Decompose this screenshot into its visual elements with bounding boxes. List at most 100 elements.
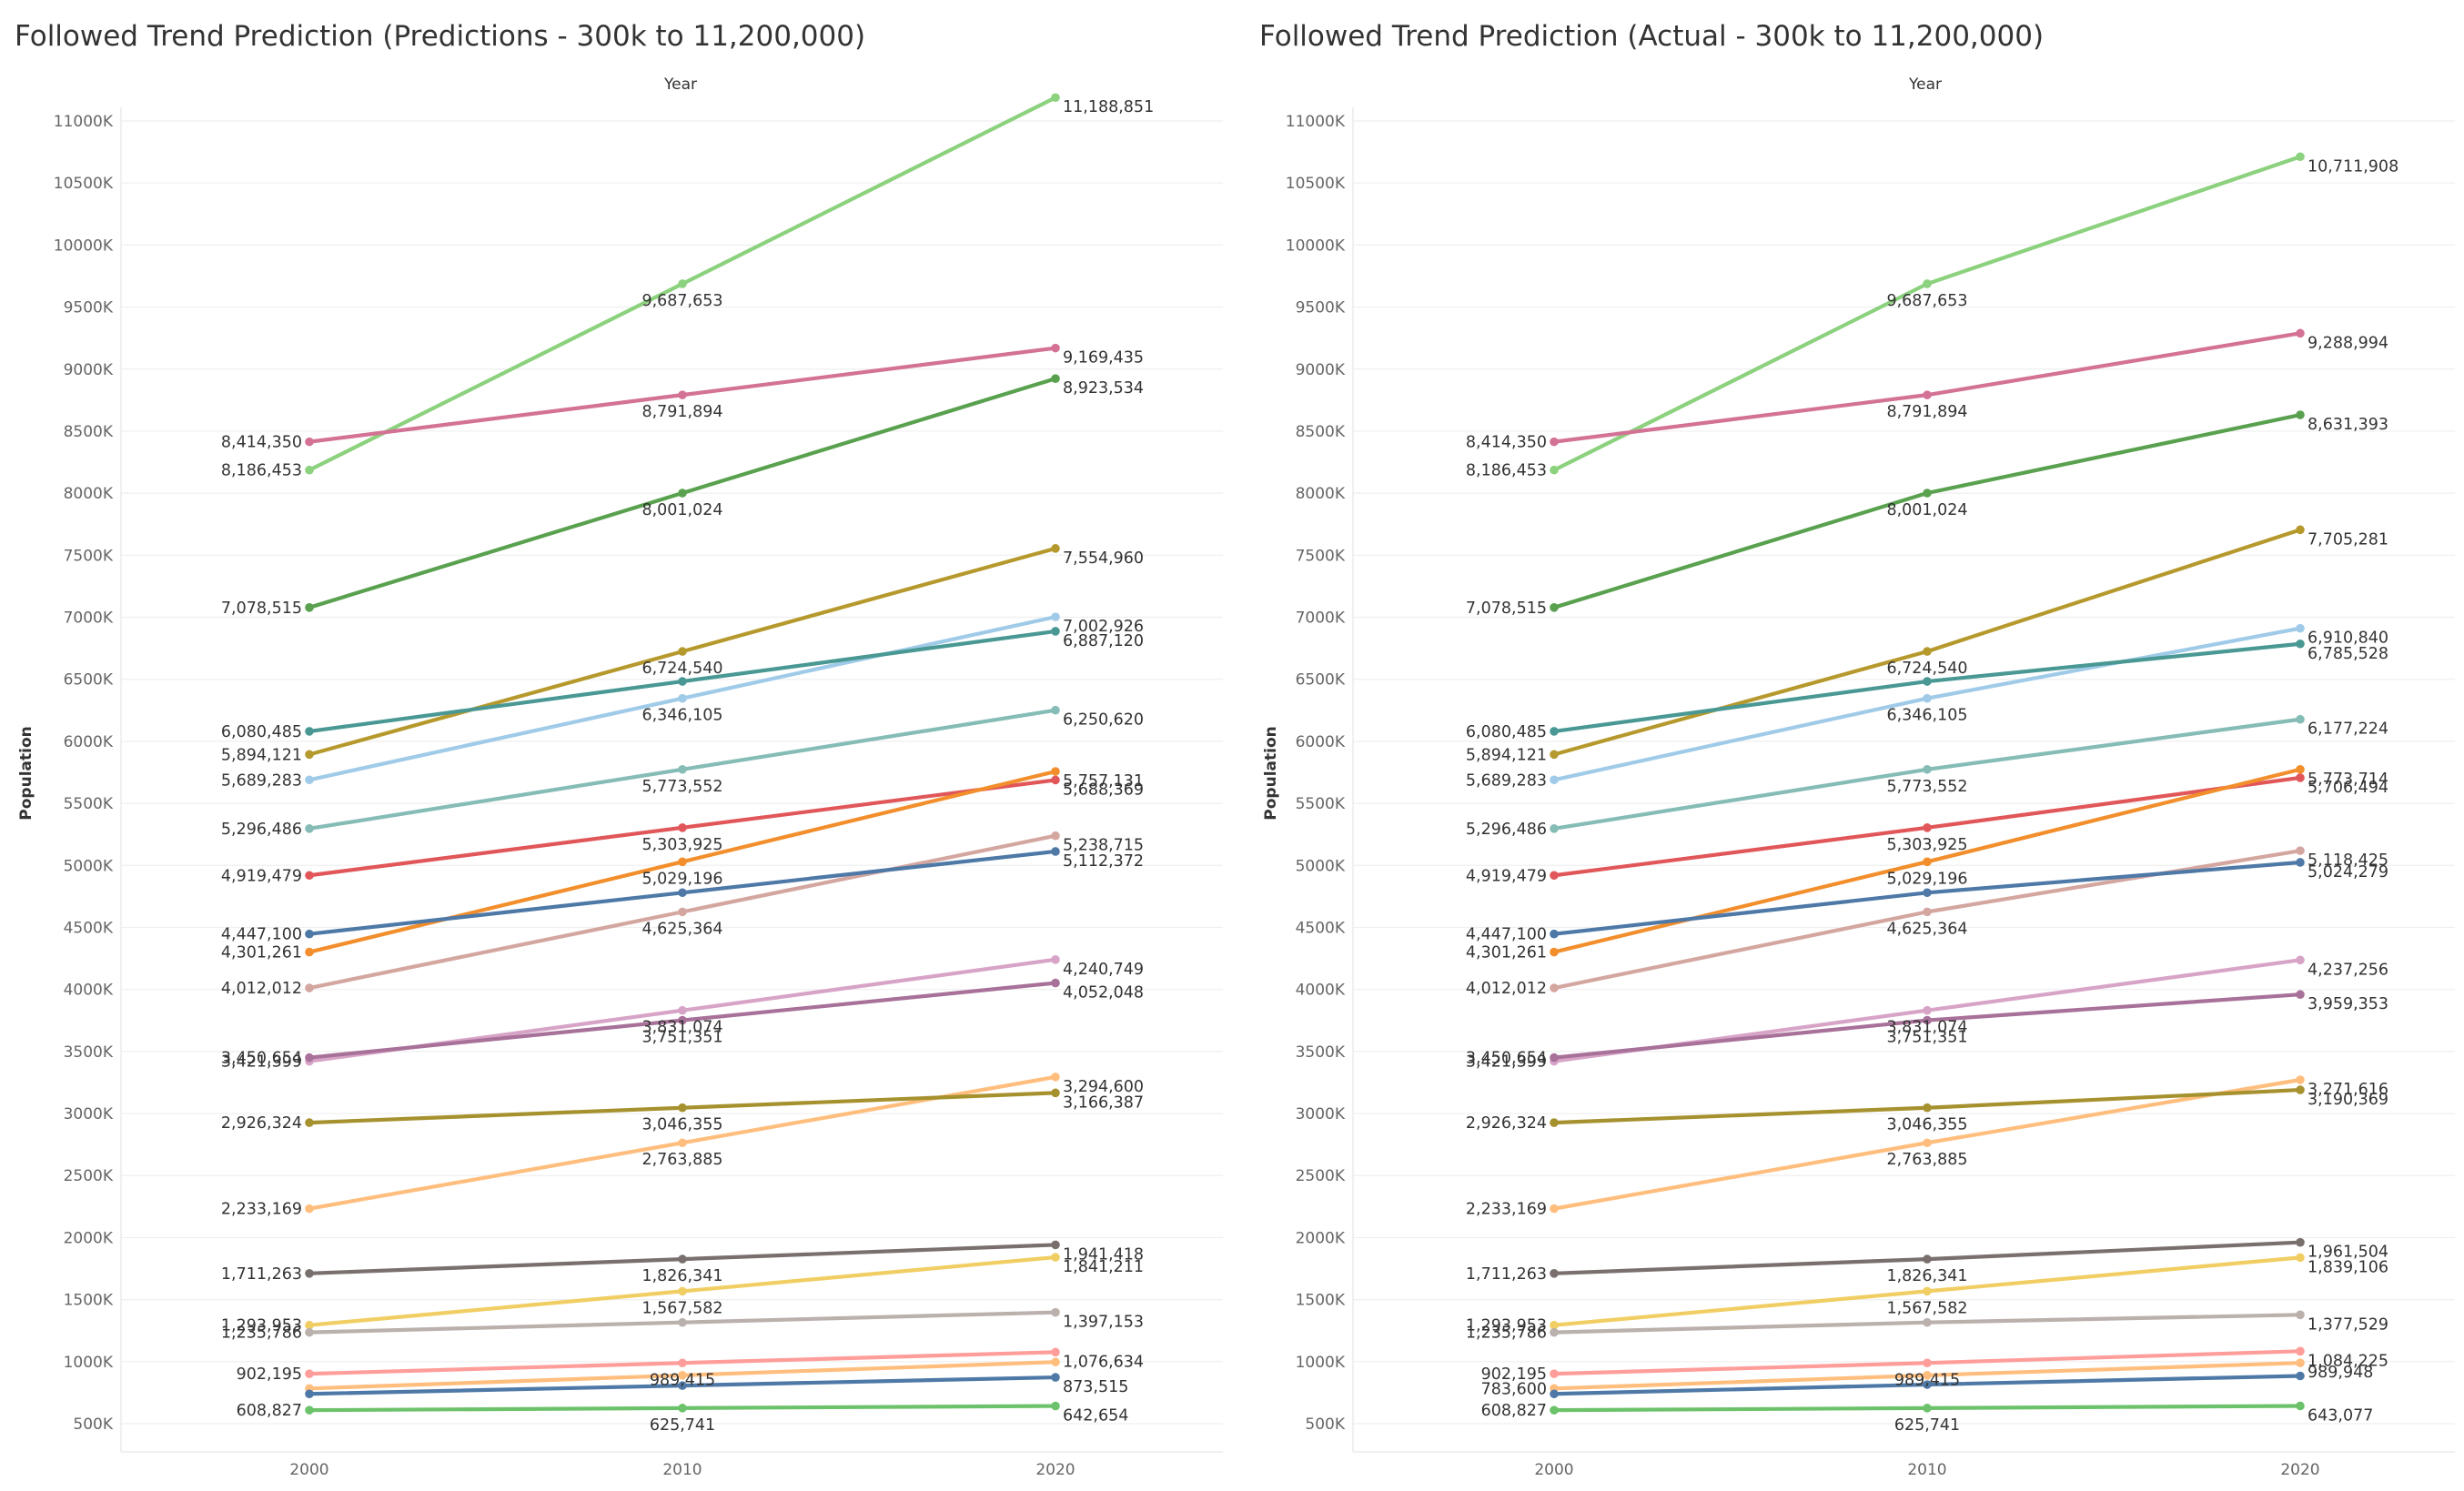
data-point[interactable] bbox=[678, 1254, 687, 1264]
data-point[interactable] bbox=[678, 1286, 687, 1296]
data-point[interactable] bbox=[2296, 846, 2305, 855]
data-point[interactable] bbox=[1923, 677, 1932, 686]
series-line[interactable] bbox=[1551, 155, 2303, 472]
data-point[interactable] bbox=[678, 1358, 687, 1368]
data-point[interactable] bbox=[2296, 764, 2305, 774]
data-point[interactable] bbox=[2296, 1310, 2305, 1320]
data-point[interactable] bbox=[1923, 1358, 1932, 1368]
data-point[interactable] bbox=[305, 1327, 314, 1337]
data-point[interactable] bbox=[2296, 1358, 2305, 1367]
data-point[interactable] bbox=[305, 929, 314, 939]
data-point[interactable] bbox=[1051, 1240, 1060, 1250]
data-point[interactable] bbox=[1550, 871, 1559, 881]
data-point[interactable] bbox=[678, 1005, 687, 1015]
data-point[interactable] bbox=[678, 1317, 687, 1327]
data-point[interactable] bbox=[678, 1371, 687, 1380]
data-point[interactable] bbox=[1923, 823, 1932, 832]
data-point[interactable] bbox=[1051, 1073, 1060, 1082]
data-point[interactable] bbox=[1550, 1389, 1559, 1399]
data-point[interactable] bbox=[678, 677, 687, 686]
data-point[interactable] bbox=[305, 1389, 314, 1399]
data-point[interactable] bbox=[2296, 525, 2305, 535]
data-point[interactable] bbox=[1923, 489, 1932, 498]
data-point[interactable] bbox=[1550, 1320, 1559, 1330]
data-point[interactable] bbox=[1550, 929, 1559, 939]
data-point[interactable] bbox=[305, 603, 314, 612]
data-point[interactable] bbox=[1051, 627, 1060, 636]
data-point[interactable] bbox=[1051, 775, 1060, 785]
data-point[interactable] bbox=[2296, 1237, 2305, 1247]
data-point[interactable] bbox=[1550, 465, 1559, 475]
data-point[interactable] bbox=[1923, 764, 1932, 774]
data-point[interactable] bbox=[678, 279, 687, 288]
data-point[interactable] bbox=[1550, 437, 1559, 447]
data-point[interactable] bbox=[1923, 1404, 1932, 1413]
data-point[interactable] bbox=[1051, 1253, 1060, 1262]
data-point[interactable] bbox=[2296, 714, 2305, 724]
data-point[interactable] bbox=[305, 750, 314, 760]
data-point[interactable] bbox=[2296, 773, 2305, 782]
data-point[interactable] bbox=[1051, 1347, 1060, 1357]
data-point[interactable] bbox=[305, 824, 314, 833]
data-point[interactable] bbox=[1051, 612, 1060, 621]
data-point[interactable] bbox=[1550, 1269, 1559, 1278]
data-point[interactable] bbox=[2296, 328, 2305, 338]
data-point[interactable] bbox=[305, 1053, 314, 1063]
data-point[interactable] bbox=[305, 1405, 314, 1415]
data-point[interactable] bbox=[1550, 1204, 1559, 1214]
data-point[interactable] bbox=[1051, 767, 1060, 776]
data-point[interactable] bbox=[1923, 857, 1932, 867]
data-point[interactable] bbox=[1923, 888, 1932, 898]
data-point[interactable] bbox=[1051, 343, 1060, 353]
data-point[interactable] bbox=[2296, 1401, 2305, 1411]
data-point[interactable] bbox=[2296, 1371, 2305, 1381]
data-point[interactable] bbox=[1051, 831, 1060, 841]
data-point[interactable] bbox=[678, 489, 687, 498]
data-point[interactable] bbox=[678, 764, 687, 774]
data-point[interactable] bbox=[2296, 1075, 2305, 1084]
data-point[interactable] bbox=[2296, 1085, 2305, 1094]
data-point[interactable] bbox=[2296, 990, 2305, 1000]
data-point[interactable] bbox=[2296, 639, 2305, 649]
data-point[interactable] bbox=[1051, 544, 1060, 553]
data-point[interactable] bbox=[2296, 1346, 2305, 1356]
data-point[interactable] bbox=[678, 888, 687, 898]
data-point[interactable] bbox=[1051, 1373, 1060, 1382]
data-point[interactable] bbox=[2296, 623, 2305, 633]
data-point[interactable] bbox=[1923, 1286, 1932, 1296]
data-point[interactable] bbox=[1550, 983, 1559, 992]
data-point[interactable] bbox=[1051, 1357, 1060, 1367]
data-point[interactable] bbox=[2296, 410, 2305, 419]
data-point[interactable] bbox=[678, 693, 687, 703]
data-point[interactable] bbox=[1051, 955, 1060, 964]
data-point[interactable] bbox=[2296, 1253, 2305, 1263]
data-point[interactable] bbox=[305, 727, 314, 736]
data-point[interactable] bbox=[305, 775, 314, 785]
data-point[interactable] bbox=[1550, 1369, 1559, 1378]
data-point[interactable] bbox=[305, 1118, 314, 1127]
data-point[interactable] bbox=[678, 1103, 687, 1113]
data-point[interactable] bbox=[1051, 1088, 1060, 1098]
data-point[interactable] bbox=[1923, 1005, 1932, 1015]
data-point[interactable] bbox=[1550, 603, 1559, 612]
data-point[interactable] bbox=[678, 647, 687, 656]
data-point[interactable] bbox=[1550, 1053, 1559, 1063]
data-point[interactable] bbox=[1550, 727, 1559, 736]
data-point[interactable] bbox=[1923, 390, 1932, 399]
data-point[interactable] bbox=[305, 1369, 314, 1378]
data-point[interactable] bbox=[1051, 1401, 1060, 1411]
data-point[interactable] bbox=[305, 465, 314, 475]
data-point[interactable] bbox=[305, 1320, 314, 1330]
data-point[interactable] bbox=[2296, 152, 2305, 162]
series-line[interactable] bbox=[1551, 331, 2303, 444]
data-point[interactable] bbox=[1550, 1405, 1559, 1415]
data-point[interactable] bbox=[1051, 374, 1060, 383]
data-point[interactable] bbox=[1051, 847, 1060, 856]
data-point[interactable] bbox=[1550, 947, 1559, 957]
data-point[interactable] bbox=[1923, 907, 1932, 917]
data-point[interactable] bbox=[1550, 750, 1559, 760]
data-point[interactable] bbox=[1923, 1380, 1932, 1389]
data-point[interactable] bbox=[1923, 279, 1932, 288]
data-point[interactable] bbox=[2296, 955, 2305, 965]
data-point[interactable] bbox=[1923, 1138, 1932, 1148]
